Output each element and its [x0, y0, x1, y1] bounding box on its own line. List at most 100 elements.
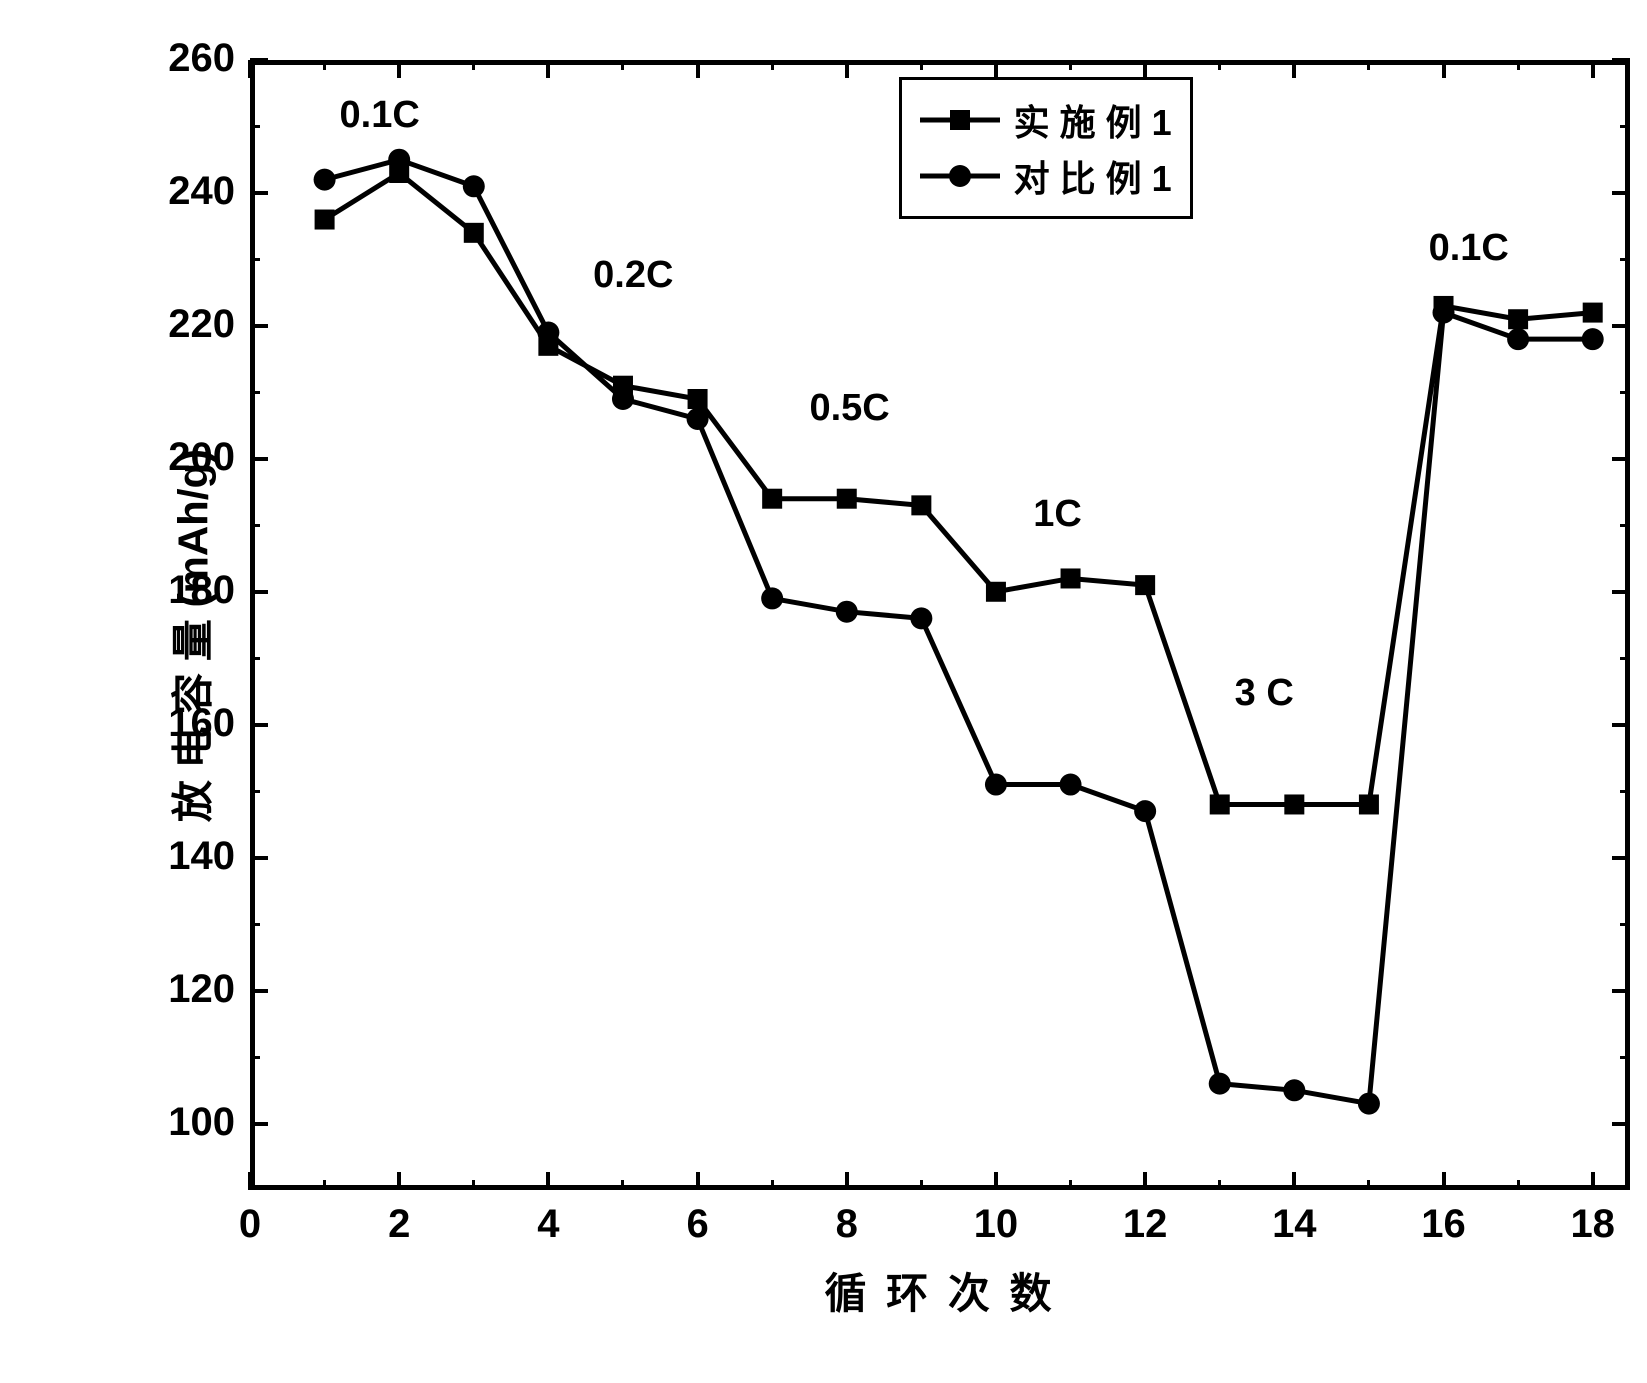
x-minor-tick	[1517, 60, 1520, 70]
y-tick-label: 120	[140, 967, 235, 1012]
y-minor-tick	[250, 391, 260, 394]
x-tick-label: 16	[1404, 1202, 1484, 1247]
marker-series2	[463, 175, 485, 197]
marker-series1	[1359, 794, 1379, 814]
marker-series1	[986, 582, 1006, 602]
marker-series1	[1508, 309, 1528, 329]
x-tick-label: 2	[359, 1202, 439, 1247]
marker-series1	[1583, 303, 1603, 323]
y-minor-tick	[250, 125, 260, 128]
marker-series2	[612, 388, 634, 410]
marker-series2	[388, 149, 410, 171]
marker-series2	[687, 408, 709, 430]
marker-series1	[762, 489, 782, 509]
rate-annotation: 0.5C	[809, 387, 889, 430]
y-tick-label: 260	[140, 36, 235, 81]
y-tick-mark	[250, 723, 268, 727]
y-minor-tick	[250, 923, 260, 926]
marker-series2	[910, 607, 932, 629]
x-minor-tick	[323, 60, 326, 70]
y-tick-label: 140	[140, 834, 235, 879]
marker-series2	[1507, 328, 1529, 350]
x-minor-tick	[1367, 1180, 1370, 1190]
y-minor-tick	[1620, 657, 1630, 660]
x-tick-mark	[696, 60, 700, 78]
x-tick-mark	[1143, 1172, 1147, 1190]
y-tick-mark	[250, 1122, 268, 1126]
y-tick-mark	[1612, 58, 1630, 62]
data-svg	[20, 20, 1647, 1363]
x-tick-mark	[1292, 60, 1296, 78]
x-tick-mark	[1442, 1172, 1446, 1190]
marker-series1	[688, 389, 708, 409]
legend-row-series1: 实 施 例 1	[920, 94, 1172, 146]
x-tick-mark	[546, 1172, 550, 1190]
rate-annotation: 0.1C	[340, 94, 420, 137]
x-tick-label: 18	[1553, 1202, 1633, 1247]
y-minor-tick	[250, 524, 260, 527]
y-tick-mark	[1612, 1122, 1630, 1126]
y-tick-mark	[250, 989, 268, 993]
y-tick-mark	[1612, 590, 1630, 594]
y-minor-tick	[1620, 258, 1630, 261]
y-tick-mark	[1612, 191, 1630, 195]
y-tick-label: 220	[140, 302, 235, 347]
legend-row-series2: 对 比 例 1	[920, 150, 1172, 202]
y-minor-tick	[1620, 790, 1630, 793]
marker-series1	[1210, 794, 1230, 814]
y-minor-tick	[250, 258, 260, 261]
x-minor-tick	[621, 60, 624, 70]
y-tick-mark	[1612, 723, 1630, 727]
y-tick-label: 160	[140, 701, 235, 746]
x-minor-tick	[1517, 1180, 1520, 1190]
rate-annotation: 0.2C	[593, 254, 673, 297]
y-minor-tick	[1620, 923, 1630, 926]
x-tick-mark	[994, 60, 998, 78]
y-minor-tick	[250, 790, 260, 793]
x-tick-mark	[696, 1172, 700, 1190]
y-minor-tick	[250, 657, 260, 660]
marker-series1	[837, 489, 857, 509]
x-minor-tick	[920, 1180, 923, 1190]
series-line-series2	[325, 160, 1593, 1104]
x-minor-tick	[472, 60, 475, 70]
y-tick-label: 180	[140, 568, 235, 613]
legend-label: 对 比 例 1	[1014, 150, 1172, 202]
marker-series1	[1135, 575, 1155, 595]
x-minor-tick	[1069, 60, 1072, 70]
x-tick-label: 8	[807, 1202, 887, 1247]
x-tick-mark	[1143, 60, 1147, 78]
rate-annotation: 3 C	[1235, 672, 1294, 715]
x-tick-mark	[1591, 1172, 1595, 1190]
y-tick-mark	[1612, 989, 1630, 993]
x-tick-label: 0	[210, 1202, 290, 1247]
legend-swatch-icon	[920, 105, 1000, 135]
marker-series2	[314, 169, 336, 191]
x-tick-mark	[397, 1172, 401, 1190]
x-tick-mark	[1591, 60, 1595, 78]
y-tick-mark	[1612, 457, 1630, 461]
y-minor-tick	[250, 1056, 260, 1059]
x-tick-mark	[845, 60, 849, 78]
rate-annotation: 0.1C	[1429, 227, 1509, 270]
x-tick-label: 10	[956, 1202, 1036, 1247]
marker-series1	[464, 223, 484, 243]
marker-series1	[911, 495, 931, 515]
x-tick-label: 4	[508, 1202, 588, 1247]
x-tick-mark	[397, 60, 401, 78]
marker-series2	[1358, 1093, 1380, 1115]
x-minor-tick	[771, 60, 774, 70]
x-minor-tick	[771, 1180, 774, 1190]
y-tick-mark	[250, 856, 268, 860]
x-tick-mark	[248, 60, 252, 78]
x-tick-mark	[248, 1172, 252, 1190]
y-tick-mark	[1612, 856, 1630, 860]
y-minor-tick	[1620, 391, 1630, 394]
y-minor-tick	[1620, 524, 1630, 527]
y-minor-tick	[1620, 125, 1630, 128]
x-tick-mark	[845, 1172, 849, 1190]
x-minor-tick	[1367, 60, 1370, 70]
y-tick-mark	[250, 324, 268, 328]
x-tick-mark	[994, 1172, 998, 1190]
x-tick-mark	[1292, 1172, 1296, 1190]
